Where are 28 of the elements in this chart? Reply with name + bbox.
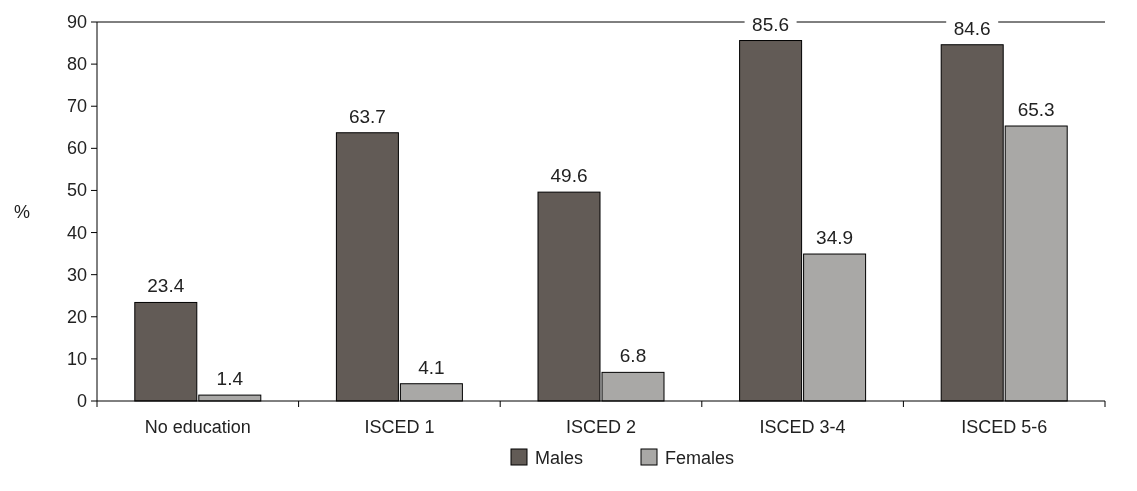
data-label: 85.6: [752, 13, 790, 35]
y-tick-label: 20: [66, 306, 87, 327]
x-tick-label: No education: [144, 417, 251, 437]
y-tick-label: 70: [66, 96, 87, 117]
y-tick-label: 40: [66, 222, 87, 243]
data-label: 65.3: [1017, 99, 1055, 121]
y-tick-label: 60: [66, 138, 87, 159]
y-tick-label: 30: [66, 264, 87, 285]
data-label: 23.4: [147, 275, 185, 297]
y-tick-label: 10: [66, 348, 87, 369]
y-tick-label: 90: [66, 12, 87, 32]
x-tick-label: ISCED 2: [565, 417, 637, 437]
data-label: 49.6: [550, 165, 588, 187]
data-label: 84.6: [953, 17, 991, 39]
data-label: 34.9: [816, 227, 854, 249]
data-label: 63.7: [348, 105, 386, 127]
x-tick-label: ISCED 5-6: [961, 417, 1048, 437]
legend-label: Females: [665, 448, 735, 468]
y-tick-label: 0: [76, 391, 87, 411]
legend-label: Males: [535, 448, 584, 468]
data-label: 6.8: [619, 345, 647, 367]
y-axis-title: %: [13, 201, 31, 222]
data-label: 4.1: [418, 356, 445, 378]
y-tick-label: 50: [66, 180, 87, 201]
y-tick-label: 80: [66, 54, 87, 75]
x-tick-label: ISCED 3-4: [759, 417, 846, 437]
data-label: 1.4: [216, 368, 244, 390]
x-tick-label: ISCED 1: [364, 417, 435, 437]
